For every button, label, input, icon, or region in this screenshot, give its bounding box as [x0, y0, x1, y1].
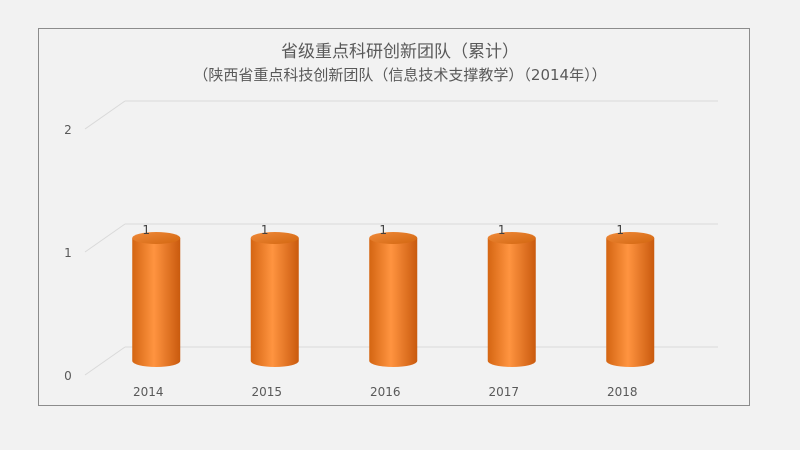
bar-top [606, 232, 655, 244]
bar-body [487, 238, 536, 367]
gridlines [84, 100, 718, 376]
bar-top [132, 232, 181, 244]
chart-title: 省级重点科研创新团队（累计） [281, 42, 519, 62]
data-label: 1 [498, 223, 506, 237]
bar-top [369, 232, 418, 244]
x-axis-labels: 2014 2015 2016 2017 2018 [133, 385, 638, 399]
bar: 1 [250, 223, 299, 367]
bar-body [369, 238, 418, 367]
data-label: 1 [261, 223, 269, 237]
x-tick-label: 2018 [607, 385, 638, 399]
x-tick-label: 2014 [133, 385, 164, 399]
x-tick-label: 2016 [370, 385, 401, 399]
bar-body [250, 238, 299, 367]
y-axis-ticks: 0 1 2 [64, 123, 72, 383]
bar-body [132, 238, 181, 367]
data-label: 1 [142, 223, 150, 237]
bars: 1 1 1 1 1 [132, 223, 655, 367]
gridline-depth [84, 346, 126, 376]
bar: 1 [369, 223, 418, 367]
y-tick-label: 0 [64, 369, 72, 383]
bar: 1 [132, 223, 181, 367]
bar-top [487, 232, 536, 244]
x-tick-label: 2017 [488, 385, 519, 399]
chart-subtitle: （陕西省重点科技创新团队（信息技术支撑教学）（2014年）） [193, 66, 607, 84]
x-tick-label: 2015 [251, 385, 282, 399]
bar: 1 [487, 223, 536, 367]
data-label: 1 [379, 223, 387, 237]
y-tick-label: 1 [64, 246, 72, 260]
gridline-depth [84, 100, 126, 130]
bar: 1 [606, 223, 655, 367]
y-tick-label: 2 [64, 123, 72, 137]
data-label: 1 [616, 223, 624, 237]
bar-body [606, 238, 655, 367]
bar-top [250, 232, 299, 244]
gridline-depth [84, 223, 126, 253]
